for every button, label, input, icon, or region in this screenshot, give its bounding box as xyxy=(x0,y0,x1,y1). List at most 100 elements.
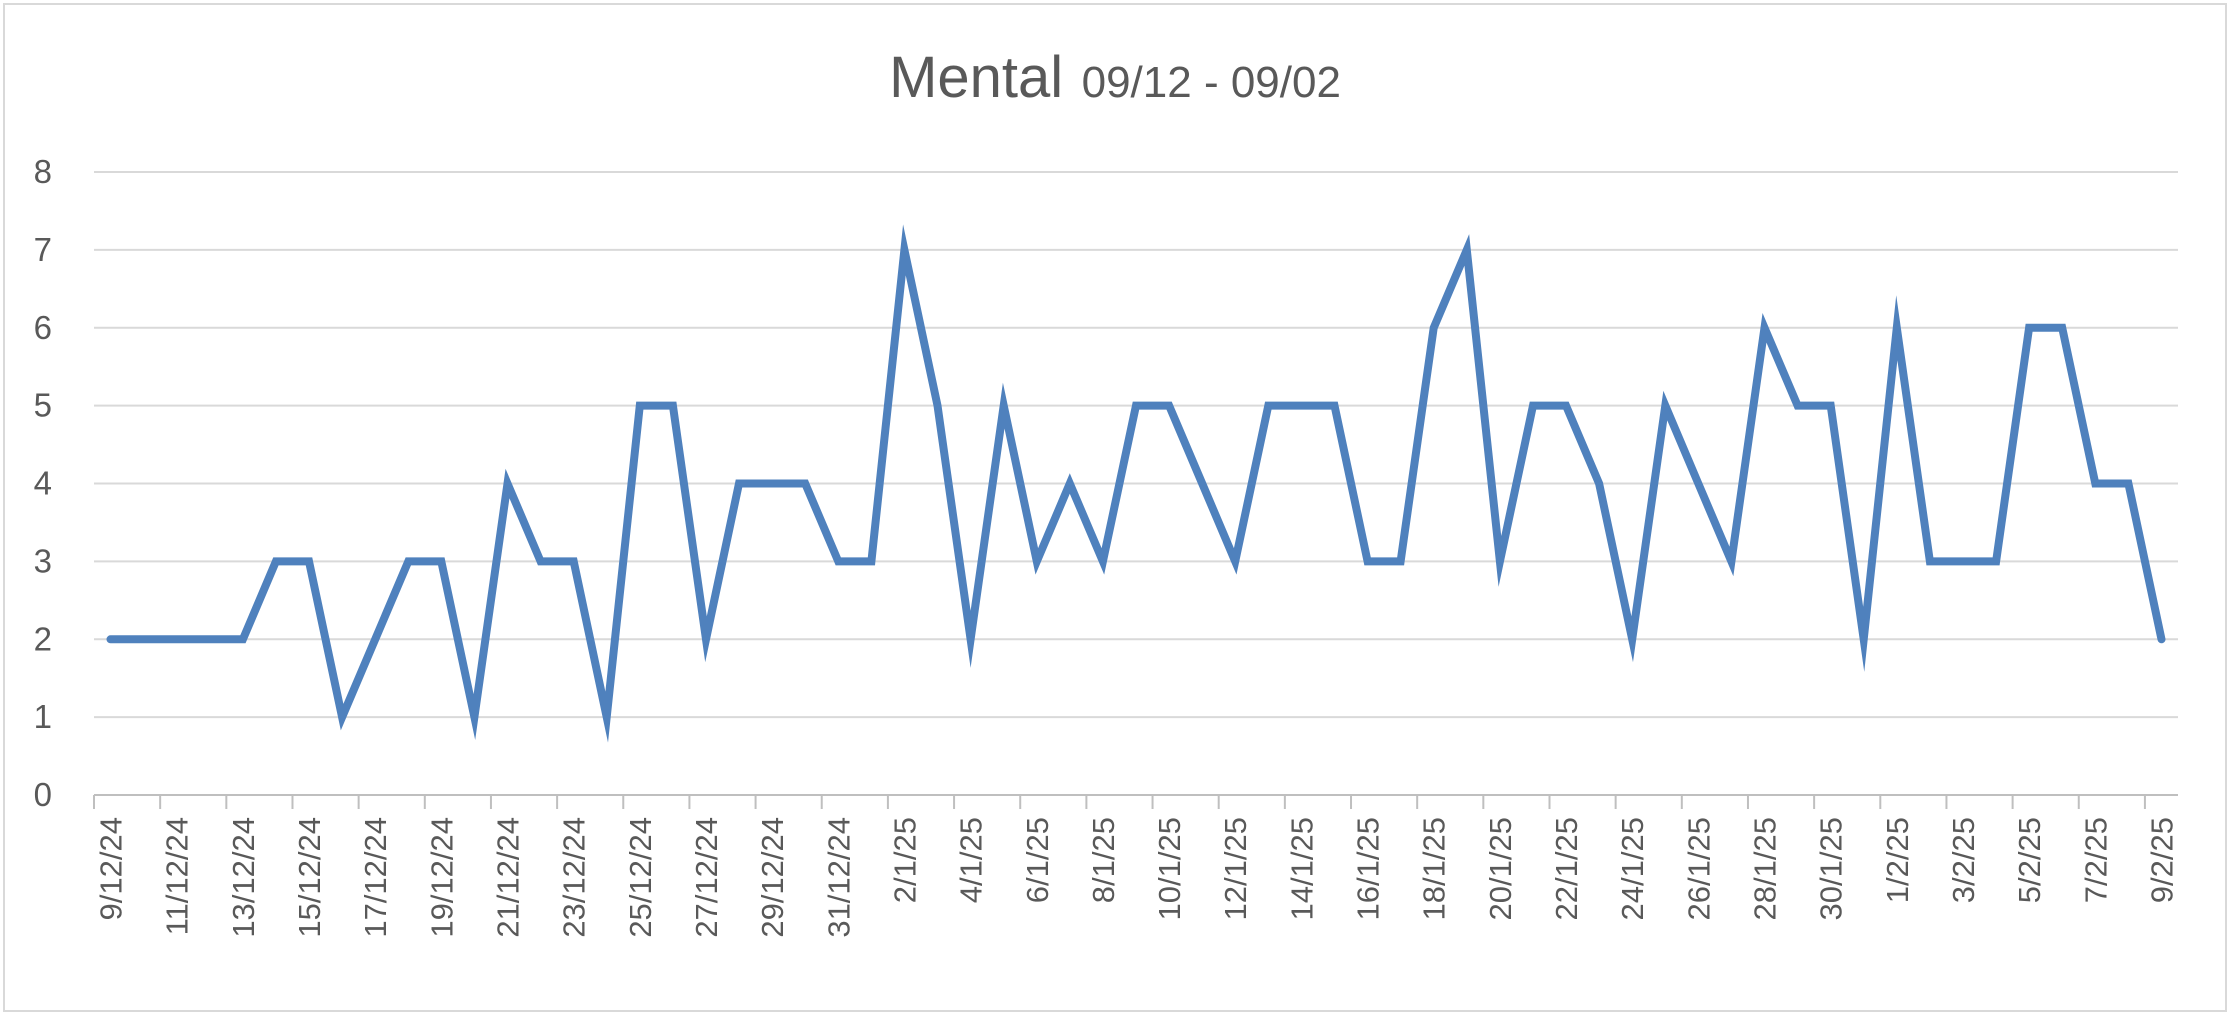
data-point xyxy=(636,402,644,410)
data-point xyxy=(1496,557,1504,565)
data-point xyxy=(1992,557,2000,565)
data-point xyxy=(1727,557,1735,565)
data-point xyxy=(305,557,313,565)
data-point xyxy=(2091,480,2099,488)
x-tick-label: 21/12/24 xyxy=(490,817,525,938)
data-point xyxy=(1364,557,1372,565)
data-point xyxy=(1099,557,1107,565)
x-tick-label: 19/12/24 xyxy=(424,817,459,938)
data-point xyxy=(1794,402,1802,410)
x-tick-label: 14/1/25 xyxy=(1284,817,1319,920)
x-tick-label: 3/2/25 xyxy=(1946,817,1981,903)
data-point xyxy=(1562,402,1570,410)
x-tick-label: 27/12/24 xyxy=(689,817,724,938)
x-tick-label: 11/12/24 xyxy=(160,817,195,935)
y-tick-label: 7 xyxy=(34,231,52,268)
data-point xyxy=(537,557,545,565)
data-point xyxy=(239,635,247,643)
data-point xyxy=(2025,324,2033,332)
data-point xyxy=(371,635,379,643)
data-point xyxy=(404,557,412,565)
data-point xyxy=(503,480,511,488)
data-point xyxy=(1430,324,1438,332)
data-point xyxy=(934,402,942,410)
x-tick-label: 26/1/25 xyxy=(1681,817,1716,920)
data-point xyxy=(603,713,611,721)
data-point xyxy=(1198,480,1206,488)
data-point xyxy=(1926,557,1934,565)
y-axis: 0 1 2 3 4 5 6 7 8 xyxy=(34,153,52,813)
data-point xyxy=(140,635,148,643)
y-tick-label: 0 xyxy=(34,776,52,813)
x-tick-label: 24/1/25 xyxy=(1615,817,1650,920)
data-point xyxy=(1033,557,1041,565)
data-point xyxy=(702,635,710,643)
y-tick-label: 3 xyxy=(34,542,52,579)
x-tick-label: 10/1/25 xyxy=(1152,817,1187,920)
chart-title: Mental 09/12 - 09/02 xyxy=(889,45,1341,110)
x-tick-label: 12/1/25 xyxy=(1218,817,1253,920)
x-tick-label: 31/12/24 xyxy=(821,817,856,938)
data-point xyxy=(1165,402,1173,410)
x-tick-label: 9/2/25 xyxy=(2144,817,2179,903)
y-tick-label: 6 xyxy=(34,309,52,346)
x-tick-label: 16/1/25 xyxy=(1351,817,1386,920)
data-point xyxy=(1628,635,1636,643)
x-axis: 9/12/24 11/12/24 13/12/24 15/12/24 17/12/24 1… xyxy=(93,794,2179,938)
data-point xyxy=(1860,635,1868,643)
x-tick-label: 5/2/25 xyxy=(2012,817,2047,903)
chart-title-main: Mental xyxy=(889,45,1063,110)
y-tick-label: 1 xyxy=(34,698,52,735)
data-point xyxy=(2124,480,2132,488)
data-point xyxy=(107,635,115,643)
data-point xyxy=(1132,402,1140,410)
data-point xyxy=(437,557,445,565)
x-tick-label: 29/12/24 xyxy=(755,817,790,938)
x-tick-label: 20/1/25 xyxy=(1483,817,1518,920)
data-point xyxy=(2157,635,2165,643)
data-point xyxy=(206,635,214,643)
x-tick-label: 7/2/25 xyxy=(2078,817,2113,903)
data-point xyxy=(470,713,478,721)
x-tick-label: 22/1/25 xyxy=(1549,817,1584,920)
x-tick-label: 18/1/25 xyxy=(1417,817,1452,920)
data-point xyxy=(1231,557,1239,565)
series-line xyxy=(106,224,2166,743)
data-point xyxy=(1264,402,1272,410)
data-point xyxy=(1893,324,1901,332)
x-tick-label: 23/12/24 xyxy=(557,817,592,938)
x-tick-label: 4/1/25 xyxy=(954,817,989,903)
data-point xyxy=(1827,402,1835,410)
data-point xyxy=(768,480,776,488)
x-tick-label: 17/12/24 xyxy=(358,817,393,938)
data-point xyxy=(1330,402,1338,410)
x-tick-label: 30/1/25 xyxy=(1814,817,1849,920)
data-point xyxy=(735,480,743,488)
data-point xyxy=(834,557,842,565)
data-point xyxy=(338,713,346,721)
x-tick-label: 25/12/24 xyxy=(623,817,658,938)
y-tick-label: 4 xyxy=(34,465,52,502)
x-tick-label: 13/12/24 xyxy=(226,817,261,938)
data-point xyxy=(900,246,908,254)
data-point xyxy=(1297,402,1305,410)
data-point xyxy=(801,480,809,488)
data-point xyxy=(1595,480,1603,488)
data-point xyxy=(1761,324,1769,332)
x-tick-label: 8/1/25 xyxy=(1086,817,1121,903)
y-tick-label: 8 xyxy=(34,153,52,190)
data-point xyxy=(1529,402,1537,410)
x-tick-label: 2/1/25 xyxy=(887,817,922,903)
data-point xyxy=(1959,557,1967,565)
data-point xyxy=(967,635,975,643)
data-point xyxy=(867,557,875,565)
data-point xyxy=(1000,402,1008,410)
x-tick-label: 6/1/25 xyxy=(1020,817,1055,903)
data-point xyxy=(173,635,181,643)
data-point xyxy=(272,557,280,565)
data-point xyxy=(2058,324,2066,332)
data-point xyxy=(1066,480,1074,488)
x-tick-label: 15/12/24 xyxy=(292,817,327,938)
data-point xyxy=(1463,246,1471,254)
